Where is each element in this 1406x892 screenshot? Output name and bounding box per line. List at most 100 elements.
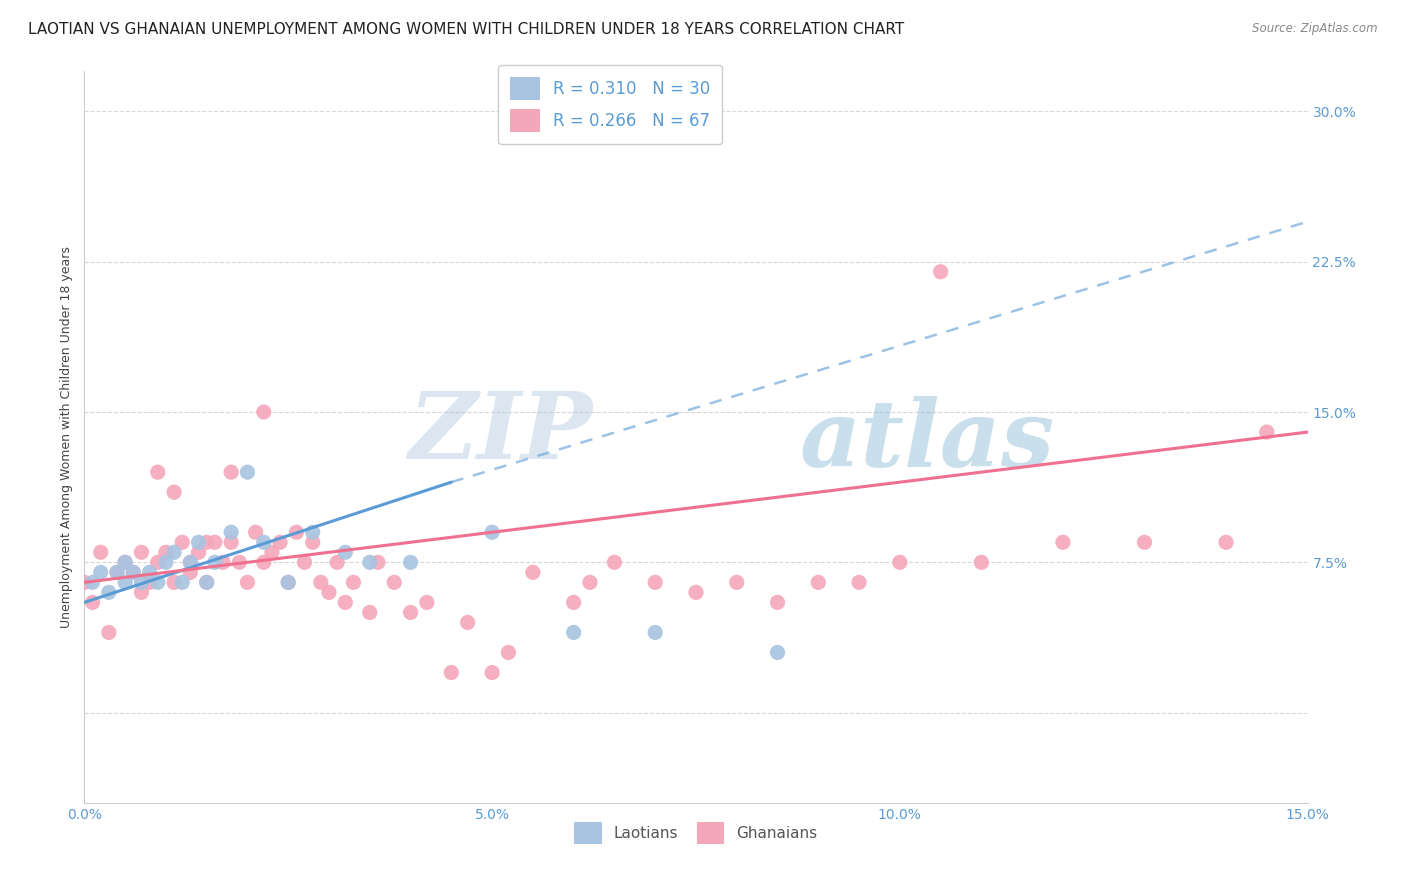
Point <box>90 566 112 580</box>
Point <box>766 646 789 660</box>
Point <box>929 265 952 279</box>
Point <box>457 615 479 630</box>
Point <box>195 575 218 590</box>
Point <box>195 535 218 549</box>
Point <box>326 555 349 569</box>
Point <box>82 595 104 609</box>
Point <box>481 665 503 680</box>
Point <box>179 566 201 580</box>
Point <box>399 606 422 620</box>
Point <box>187 545 209 559</box>
Point <box>1215 535 1237 549</box>
Point <box>82 575 104 590</box>
Point <box>294 555 316 569</box>
Point <box>146 465 169 479</box>
Point <box>114 555 136 569</box>
Point <box>285 525 308 540</box>
Point <box>105 566 128 580</box>
Point <box>212 555 235 569</box>
Point <box>219 465 242 479</box>
Point <box>131 575 153 590</box>
Point <box>204 555 226 569</box>
Point <box>562 595 585 609</box>
Text: LAOTIAN VS GHANAIAN UNEMPLOYMENT AMONG WOMEN WITH CHILDREN UNDER 18 YEARS CORREL: LAOTIAN VS GHANAIAN UNEMPLOYMENT AMONG W… <box>28 22 904 37</box>
Text: atlas: atlas <box>800 396 1054 486</box>
Point <box>179 555 201 569</box>
Point <box>172 575 194 590</box>
Legend: Laotians, Ghanaians: Laotians, Ghanaians <box>568 816 824 850</box>
Point <box>204 535 226 549</box>
Text: Source: ZipAtlas.com: Source: ZipAtlas.com <box>1253 22 1378 36</box>
Point <box>146 555 169 569</box>
Point <box>382 575 405 590</box>
Point <box>309 575 332 590</box>
Point <box>122 566 145 580</box>
Text: ZIP: ZIP <box>408 388 592 478</box>
Point <box>335 545 357 559</box>
Point <box>1256 425 1278 439</box>
Point <box>685 585 707 599</box>
Point <box>228 555 250 569</box>
Point <box>163 485 186 500</box>
Point <box>399 555 422 569</box>
Point <box>766 595 789 609</box>
Point <box>562 625 585 640</box>
Point <box>359 555 381 569</box>
Point <box>155 545 177 559</box>
Point <box>245 525 267 540</box>
Point <box>138 566 160 580</box>
Point <box>172 535 194 549</box>
Point <box>163 575 186 590</box>
Point <box>644 575 666 590</box>
Point <box>1133 535 1156 549</box>
Point <box>970 555 993 569</box>
Point <box>416 595 439 609</box>
Point <box>359 606 381 620</box>
Point <box>1052 535 1074 549</box>
Point <box>155 555 177 569</box>
Point <box>97 585 120 599</box>
Point <box>481 525 503 540</box>
Point <box>146 575 169 590</box>
Point <box>889 555 911 569</box>
Point <box>122 566 145 580</box>
Point <box>498 646 520 660</box>
Point <box>269 535 291 549</box>
Point <box>277 575 299 590</box>
Point <box>301 535 323 549</box>
Point <box>253 555 276 569</box>
Point <box>318 585 340 599</box>
Point <box>187 535 209 549</box>
Point <box>105 566 128 580</box>
Point <box>342 575 364 590</box>
Point <box>725 575 748 590</box>
Point <box>131 585 153 599</box>
Y-axis label: Unemployment Among Women with Children Under 18 years: Unemployment Among Women with Children U… <box>60 246 73 628</box>
Point <box>236 465 259 479</box>
Point <box>335 595 357 609</box>
Point <box>114 575 136 590</box>
Point <box>253 535 276 549</box>
Point <box>367 555 389 569</box>
Point <box>807 575 830 590</box>
Point <box>195 575 218 590</box>
Point <box>277 575 299 590</box>
Point <box>603 555 626 569</box>
Point <box>301 525 323 540</box>
Point <box>131 545 153 559</box>
Point <box>440 665 463 680</box>
Point <box>579 575 602 590</box>
Point <box>97 625 120 640</box>
Point <box>522 566 544 580</box>
Point <box>179 555 201 569</box>
Point <box>260 545 283 559</box>
Point <box>644 625 666 640</box>
Point <box>253 405 276 419</box>
Point <box>114 555 136 569</box>
Point <box>848 575 870 590</box>
Point <box>219 525 242 540</box>
Point <box>236 575 259 590</box>
Point <box>163 545 186 559</box>
Point <box>73 575 96 590</box>
Point <box>90 545 112 559</box>
